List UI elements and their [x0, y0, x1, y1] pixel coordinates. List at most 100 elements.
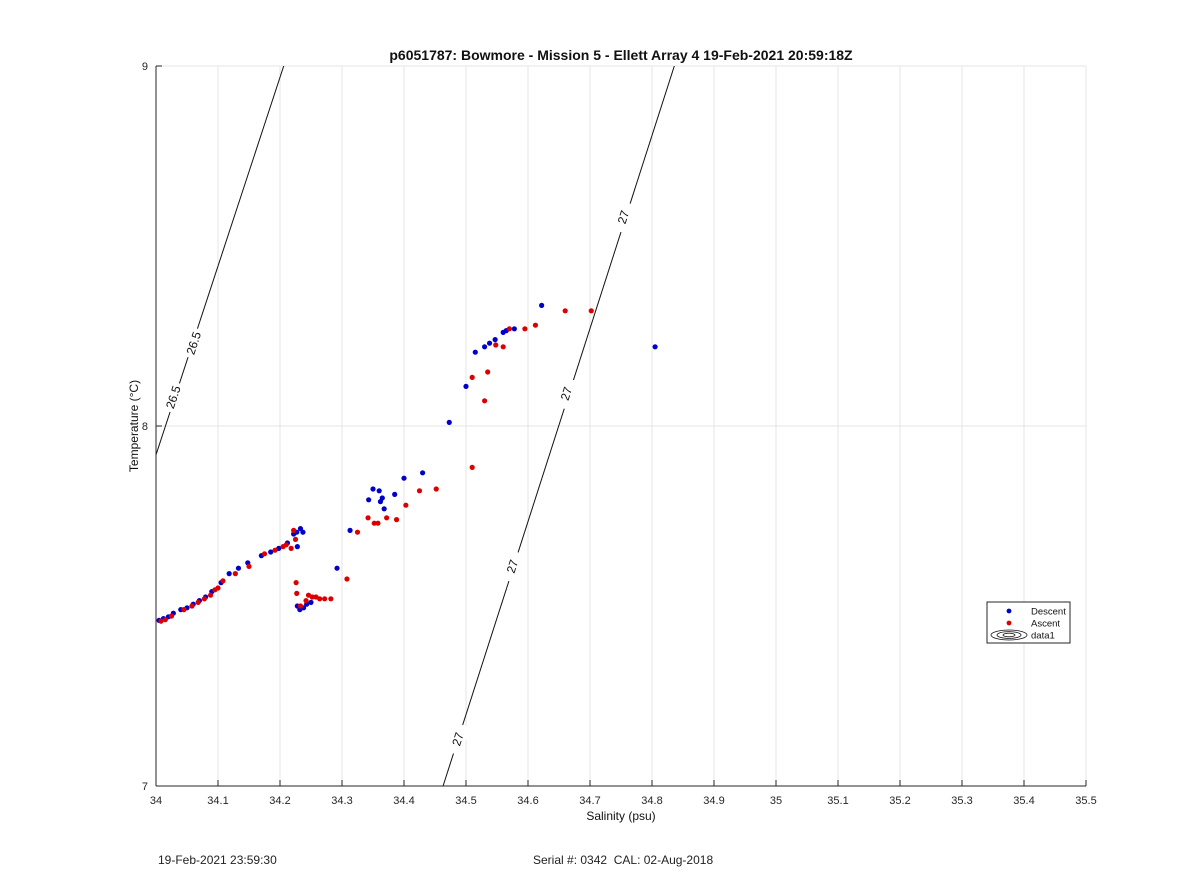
contour-label-bg: [500, 549, 525, 584]
point-descent: [268, 549, 274, 555]
x-tick-label: 34: [150, 795, 162, 807]
data-points: [156, 302, 658, 624]
point-descent: [463, 383, 469, 389]
point-descent: [370, 486, 376, 492]
legend-marker-descent: [1006, 608, 1012, 614]
point-ascent: [189, 603, 195, 609]
x-axis-label: Salinity (psu): [586, 809, 655, 823]
chart-title: p6051787: Bowmore - Mission 5 - Ellett A…: [389, 47, 853, 63]
x-tick-label: 35.4: [1013, 795, 1034, 807]
x-tick-label: 34.5: [455, 795, 476, 807]
x-tick-label: 34.4: [393, 795, 414, 807]
x-tick-label: 35: [770, 795, 782, 807]
point-ascent: [293, 580, 299, 586]
legend-box: [986, 601, 1071, 644]
point-ascent: [532, 322, 539, 328]
point-descent: [308, 599, 314, 606]
point-descent: [376, 488, 382, 494]
footer-timestamp: 19-Feb-2021 23:59:30: [158, 853, 277, 867]
point-ascent: [403, 502, 409, 508]
point-ascent: [365, 515, 371, 521]
point-descent: [347, 527, 353, 534]
point-ascent: [416, 488, 423, 494]
point-ascent: [354, 529, 361, 535]
point-ascent: [493, 342, 499, 348]
point-descent: [401, 475, 407, 481]
contour-label-bg: [445, 722, 471, 756]
point-ascent: [168, 613, 175, 619]
x-tick-label: 35.3: [951, 795, 972, 807]
contour-label: 27: [449, 730, 467, 747]
point-ascent: [272, 547, 278, 553]
point-ascent: [344, 576, 350, 582]
contour-label-bg: [611, 200, 636, 234]
point-ascent: [207, 592, 214, 598]
point-ascent: [482, 398, 488, 404]
contour-label-bg: [161, 380, 186, 414]
point-descent: [420, 470, 426, 476]
point-descent: [472, 349, 478, 355]
point-descent: [652, 344, 658, 350]
point-descent: [446, 419, 452, 425]
x-tick-label: 35.2: [889, 795, 910, 807]
x-tick-label: 34.7: [579, 795, 600, 807]
point-ascent: [261, 551, 268, 557]
point-ascent: [384, 515, 390, 521]
point-ascent: [506, 326, 512, 332]
point-descent: [379, 495, 385, 501]
point-ascent: [201, 596, 207, 602]
point-ascent: [328, 596, 334, 602]
y-axis-label: Temperature (°C): [127, 380, 141, 472]
point-ascent: [317, 596, 323, 602]
legend-contour-icon: [1002, 632, 1016, 638]
legend-label: Descent: [1031, 607, 1066, 618]
point-ascent: [303, 598, 309, 604]
grid-lines: [155, 65, 1087, 787]
point-descent: [366, 497, 372, 503]
point-ascent: [562, 308, 568, 314]
legend-marker-ascent: [1006, 620, 1012, 626]
point-ascent: [393, 517, 400, 523]
point-ascent: [322, 596, 328, 602]
x-tick-label: 35.5: [1075, 795, 1096, 807]
point-ascent: [283, 542, 289, 548]
point-descent: [539, 302, 545, 308]
point-descent: [392, 491, 398, 497]
legend-contour-icon: [996, 631, 1022, 639]
point-descent: [294, 544, 300, 550]
contour-label-bg: [181, 326, 207, 360]
point-ascent: [522, 326, 528, 332]
point-ascent: [158, 618, 164, 624]
point-ascent: [232, 571, 238, 577]
point-ascent: [162, 617, 168, 623]
contour-label: 27: [558, 385, 576, 402]
x-tick-label: 34.2: [269, 795, 290, 807]
point-ascent: [288, 545, 294, 552]
x-tick-label: 34.6: [517, 795, 538, 807]
contour-label-bg: [554, 376, 579, 411]
contour-label: 27: [504, 558, 522, 575]
legend-contour-icon: [990, 629, 1028, 641]
point-ascent: [375, 520, 381, 526]
x-tick-label: 35.1: [827, 795, 848, 807]
point-ascent: [220, 578, 226, 584]
point-ascent: [291, 527, 297, 534]
point-ascent: [433, 486, 439, 492]
point-ascent: [292, 536, 299, 543]
point-ascent: [294, 590, 300, 597]
x-tick-label: 34.8: [641, 795, 662, 807]
point-descent: [300, 529, 306, 535]
y-tick-label: 9: [142, 61, 148, 73]
point-ascent: [469, 374, 475, 380]
point-descent: [511, 326, 517, 332]
x-tick-label: 34.9: [703, 795, 724, 807]
point-ascent: [215, 585, 221, 591]
point-ascent: [500, 344, 506, 350]
point-ascent: [297, 603, 304, 609]
point-ascent: [588, 308, 594, 314]
footer-serial-cal: Serial #: 0342 CAL: 02-Aug-2018: [533, 853, 714, 867]
point-ascent: [181, 607, 187, 613]
